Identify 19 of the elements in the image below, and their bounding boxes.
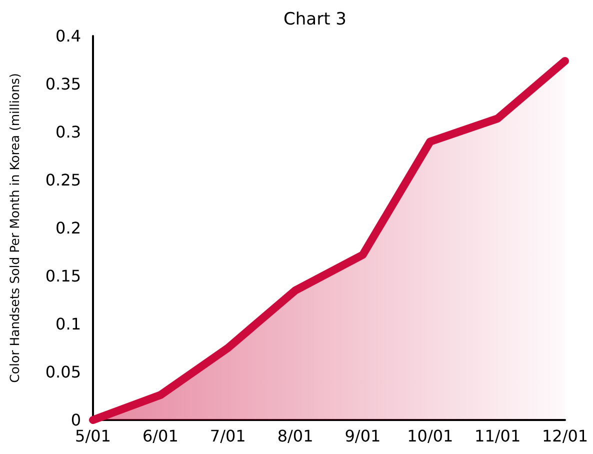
x-tick-label: 11/01 [474, 426, 521, 446]
x-tick-label: 6/01 [142, 426, 178, 446]
y-tick-label: 0.05 [45, 362, 81, 382]
x-tick-label: 7/01 [210, 426, 246, 446]
y-tick-label: 0.2 [56, 218, 81, 238]
x-tick-label: 12/01 [542, 426, 588, 446]
y-tick-label: 0.15 [45, 266, 81, 286]
y-tick-label: 0.35 [45, 74, 81, 94]
x-tick-label: 9/01 [344, 426, 381, 446]
y-tick-label: 0.4 [56, 26, 81, 46]
y-tick-label: 0 [70, 410, 81, 430]
x-tick-label: 10/01 [407, 426, 454, 446]
y-axis-title: Color Handsets Sold Per Month in Korea (millions) [7, 73, 22, 383]
y-tick-label: 0.1 [56, 314, 81, 334]
x-tick-label: 8/01 [277, 426, 314, 446]
y-tick-label: 0.3 [56, 122, 81, 142]
chart-title: Chart 3 [284, 10, 346, 30]
x-tick-label: 5/01 [75, 426, 111, 446]
y-tick-label: 0.25 [45, 170, 81, 190]
